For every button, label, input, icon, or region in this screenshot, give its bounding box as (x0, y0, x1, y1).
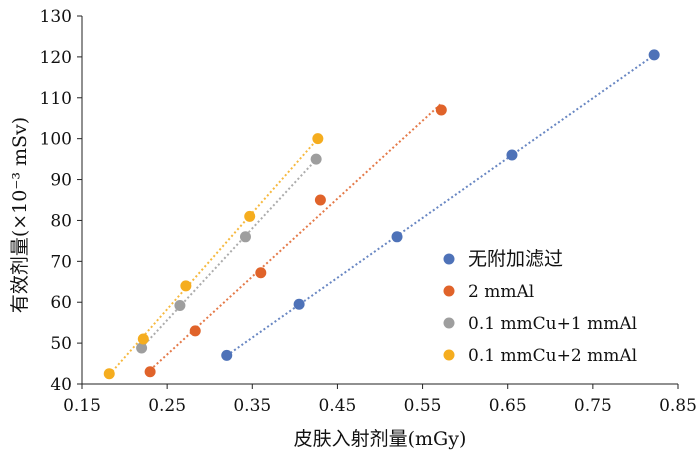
x-tick-label: 0.65 (489, 396, 527, 416)
data-point-series-3 (310, 153, 322, 165)
legend-marker-series-2 (443, 285, 455, 297)
x-tick-label: 0.15 (63, 396, 101, 416)
y-tick-label: 50 (50, 334, 72, 354)
data-points (103, 49, 660, 380)
data-point-series-1 (391, 231, 403, 243)
data-point-series-3 (174, 299, 186, 311)
y-tick-label: 80 (50, 211, 72, 231)
data-point-series-1 (221, 349, 233, 361)
trendline-series-4 (108, 138, 319, 376)
x-axis-title: 皮肤入射剂量(mGy) (294, 428, 467, 450)
data-point-series-4 (137, 333, 149, 345)
data-point-series-2 (435, 104, 447, 116)
x-tick-label: 0.25 (148, 396, 186, 416)
data-point-series-4 (244, 210, 256, 222)
y-tick-label: 120 (40, 48, 72, 68)
legend-marker-series-3 (443, 317, 455, 329)
legend-label-series-4: 0.1 mmCu+2 mmAl (468, 346, 637, 366)
data-point-series-2 (314, 194, 326, 206)
data-point-series-2 (255, 267, 267, 279)
y-tick-label: 70 (50, 252, 72, 272)
data-point-series-2 (144, 366, 156, 378)
x-tick-label: 0.35 (233, 396, 271, 416)
x-tick-label: 0.45 (318, 396, 356, 416)
data-point-series-4 (103, 368, 115, 380)
legend-marker-series-4 (443, 349, 455, 361)
legend-marker-series-1 (443, 253, 455, 265)
data-point-series-4 (180, 280, 192, 292)
data-point-series-3 (239, 231, 251, 243)
y-tick-label: 100 (40, 130, 72, 150)
x-tick-label: 0.75 (574, 396, 612, 416)
legend: 无附加滤过 2 mmAl 0.1 mmCu+1 mmAl 0.1 mmCu+2 mmA… (443, 248, 637, 366)
y-tick-label: 60 (50, 293, 72, 313)
data-point-series-1 (293, 298, 305, 310)
data-point-series-1 (506, 149, 518, 161)
y-tick-label: 130 (40, 7, 72, 27)
data-point-series-3 (136, 342, 148, 354)
legend-label-series-3: 0.1 mmCu+1 mmAl (468, 314, 637, 334)
legend-label-series-2: 2 mmAl (468, 282, 534, 302)
legend-label-series-1: 无附加滤过 (468, 248, 563, 270)
data-point-series-1 (648, 49, 660, 61)
data-point-series-2 (189, 325, 201, 337)
trendline-series-3 (140, 158, 317, 349)
data-point-series-4 (312, 133, 324, 145)
trendline-series-1 (226, 54, 655, 357)
y-tick-label: 40 (50, 375, 72, 395)
y-tick-label: 90 (50, 171, 72, 191)
axes: 40 50 60 70 80 90 100 110 120 130 0.15 0.25 0.35 0.45… (40, 7, 697, 416)
y-axis-title: 有效剂量(×10⁻³ mSv) (9, 117, 31, 313)
x-tick-label: 0.55 (404, 396, 442, 416)
trendline-series-2 (149, 102, 442, 371)
x-tick-label: 0.85 (659, 396, 697, 416)
y-tick-label: 110 (40, 89, 72, 109)
